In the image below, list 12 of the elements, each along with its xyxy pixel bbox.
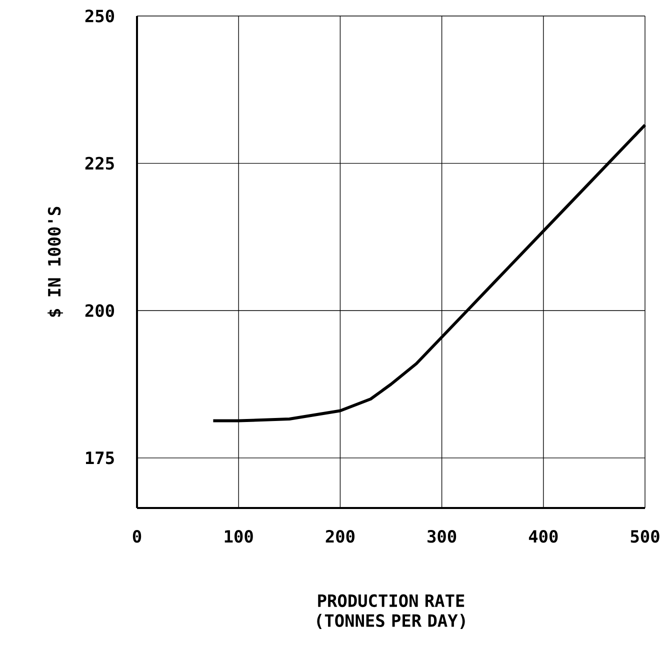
y-tick-label: 250 (85, 10, 114, 22)
x-axis-title: PRODUCTION RATE (TONNES PER DAY) (317, 594, 465, 629)
y-tick-label: 225 (85, 156, 114, 170)
y-tick-label: 175 (86, 452, 114, 464)
y-axis-title: $ IN 1000'S (48, 206, 63, 317)
y-tick-label: 200 (85, 304, 114, 318)
x-tick-label: 300 (428, 530, 456, 543)
x-tick-label: 100 (224, 530, 253, 543)
x-tick-label: 200 (326, 530, 354, 543)
x-tick-label: 0 (132, 530, 142, 543)
x-tick-label: 400 (528, 530, 558, 543)
x-tick-label: 500 (630, 530, 660, 543)
